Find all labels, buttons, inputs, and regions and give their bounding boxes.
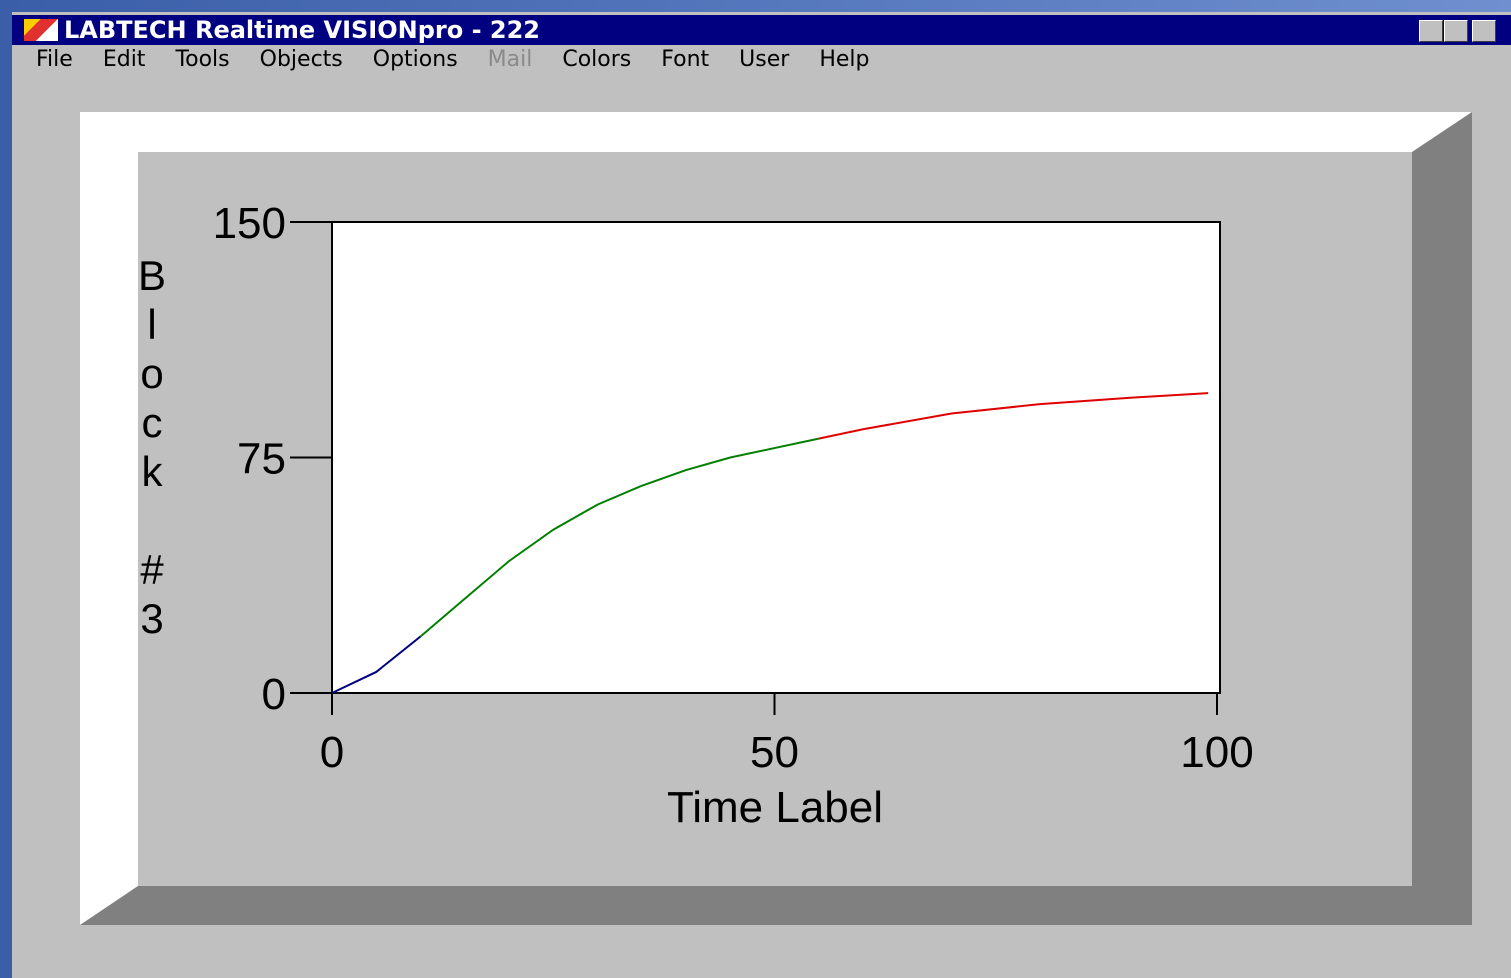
y-tick-label: 150	[213, 199, 286, 248]
y-tick-label: 75	[237, 435, 286, 484]
plot-area	[332, 222, 1220, 693]
chart: Time Label Block #3 0 75 150 0 50 100	[0, 0, 1511, 978]
x-axis-title: Time Label	[667, 783, 883, 832]
y-axis-title: Block #3	[129, 252, 176, 644]
y-tick-label: 0	[262, 670, 286, 719]
x-tick-label: 0	[320, 728, 344, 777]
x-tick-label: 100	[1180, 728, 1253, 777]
x-tick-label: 50	[750, 728, 799, 777]
page: LABTECH Realtime VISIONpro - 222 FileEdi…	[0, 0, 1511, 978]
